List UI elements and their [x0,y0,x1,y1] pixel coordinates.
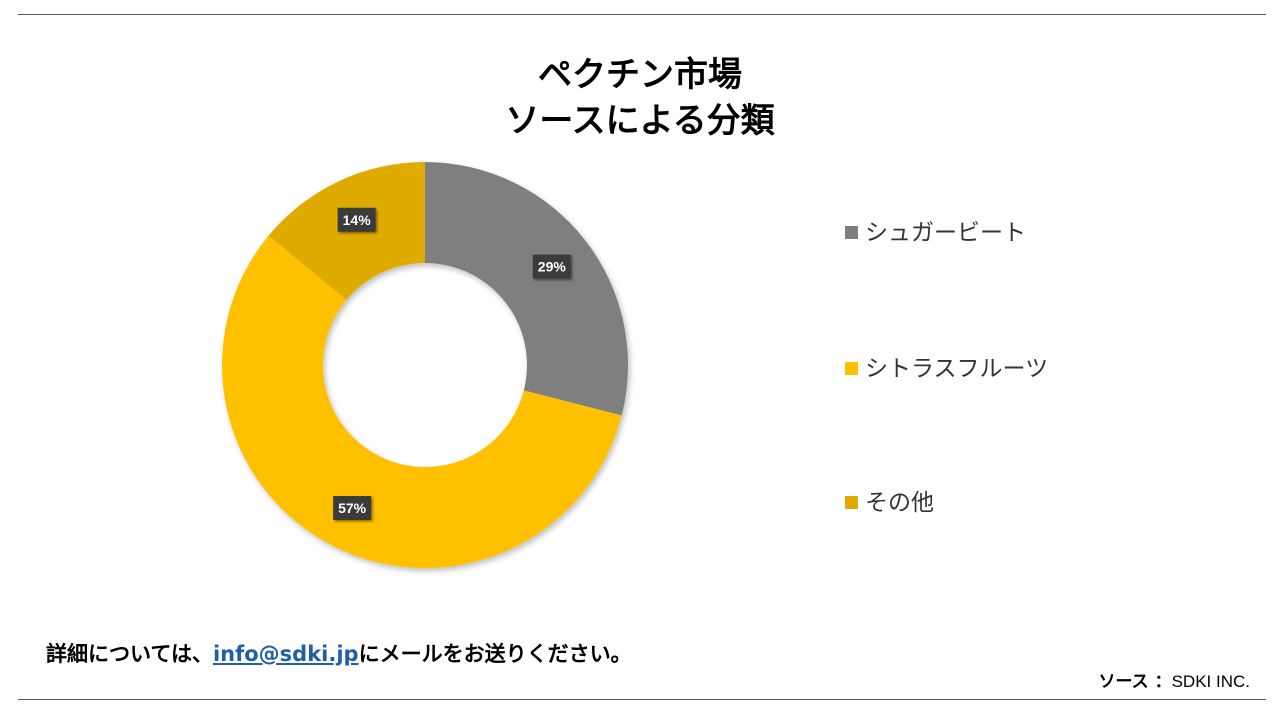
donut-slice-citrus-fruit [221,235,622,569]
chart-title: ペクチン市場 ソースによる分類 [0,52,1280,144]
data-label-sugar-beet: 29% [532,254,571,279]
data-label-text-sugar-beet: 29% [538,259,567,275]
data-label-citrus-fruit: 57% [333,496,372,521]
data-label-box-sugar-beet [532,254,571,279]
data-label-box-citrus-fruit [333,496,372,521]
legend-item-other: その他 [845,488,934,518]
contact-note-prefix: 詳細については、 [46,642,213,666]
chart-title-line-1: ペクチン市場 [538,55,742,95]
legend-swatch-sugar-beet [845,226,858,239]
contact-note: 詳細については、info@sdki.jpにメールをお送りください。 [46,638,632,668]
contact-email-link[interactable]: info@sdki.jp [212,642,359,666]
source-credit: ソース ：SDKI INC. [1099,667,1250,692]
donut-data-labels: 29% 57% 14% [333,207,571,521]
legend-item-sugar-beet: シュガービート [845,218,1026,248]
donut-slices [221,162,628,569]
contact-note-suffix: にメールをお送りください。 [358,642,632,666]
data-label-text-citrus-fruit: 57% [338,500,367,516]
legend-swatch-citrus-fruit [845,362,858,375]
bottom-divider [18,699,1266,700]
source-label: ソース ： [1098,672,1172,692]
legend-label-other: その他 [865,490,934,516]
chart-title-line-2: ソースによる分類 [505,101,775,141]
legend-swatch-other [845,496,858,509]
legend-label-citrus-fruit: シトラスフルーツ [865,356,1049,382]
top-divider [18,14,1266,15]
data-label-other: 14% [337,207,376,232]
data-label-box-other [337,207,376,232]
source-value: SDKI INC. [1171,672,1250,691]
legend-label-sugar-beet: シュガービート [865,220,1026,246]
data-label-text-other: 14% [343,212,372,228]
legend-item-citrus-fruit: シトラスフルーツ [845,354,1048,384]
donut-slice-sugar-beet [425,162,628,416]
